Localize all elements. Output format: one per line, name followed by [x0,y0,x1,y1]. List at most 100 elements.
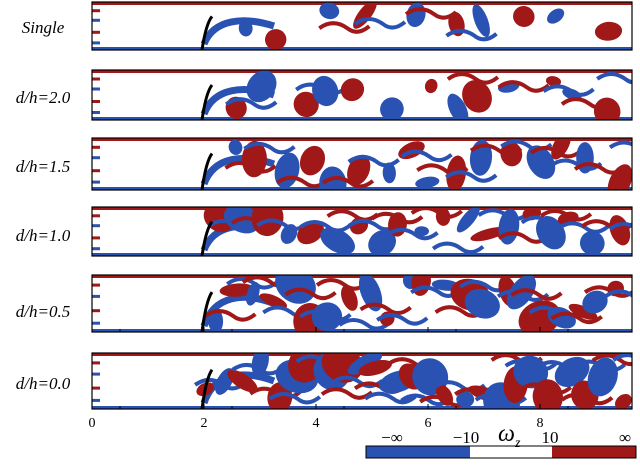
vortex-filament [510,288,563,301]
vortex-positive [347,154,371,186]
vortex-negative [246,282,260,306]
inlet-mark [92,372,100,376]
panel-field-d1 [92,207,632,256]
vortex-negative [382,162,396,184]
vortex-negative [547,8,565,24]
vortex-negative [312,75,339,107]
x-tick-8: 8 [536,416,544,431]
flat-plate [200,15,214,51]
colorbar-label-neg-inf: −∞ [381,428,403,447]
inlet-mark [92,87,100,91]
panel-border [91,137,633,191]
top-shear-layer [92,2,632,5]
vortex-filament [591,353,632,366]
vortex-negative [447,93,469,120]
vortex-positive [227,369,258,393]
colorbar-neutral-band [470,446,552,458]
flat-plate [200,220,214,257]
inlet-mark [92,386,100,390]
vortex-positive [267,382,293,409]
vortex-positive [219,283,255,297]
vortex-negative [464,288,500,319]
vortex-positive [593,97,621,120]
inlet-mark [92,156,100,160]
vortex-negative [311,302,343,332]
vortex-filament [446,72,500,85]
panel-field-d0 [92,353,632,409]
panel-border [91,1,633,51]
colorbar-symbol-subscript: z [514,435,521,451]
panel-label-single: Single [21,18,65,37]
inlet-mark [92,9,100,13]
bottom-shear-layer [92,117,632,120]
vortex-positive [568,303,598,320]
vortex-filament [400,149,453,163]
vortex-positive [424,78,438,94]
bottom-shear-layer [92,253,632,256]
panel-single [91,1,633,51]
inlet-mark [92,247,100,251]
inlet-mark [92,41,100,45]
vortex-filament [445,28,498,42]
panel-field-single [92,2,632,50]
inlet-mark [92,145,100,149]
vortex-positive [545,76,562,87]
flat-plate [200,84,214,121]
vortex-negative [415,176,440,189]
vortex-positive [251,207,284,237]
panel-label-d05: d/h=0.5 [15,302,71,321]
x-tick-0: 0 [88,416,96,431]
vortex-positive [299,145,326,176]
vortex-filament [225,97,278,110]
inlet-mark [92,361,100,365]
vortex-negative [358,275,383,312]
vortex-negative [579,231,605,256]
vortex-filament [376,313,429,326]
vortex-negative [319,166,347,190]
vortex-filament [608,222,632,231]
panel-border [91,206,633,257]
colorbar-border [365,445,637,459]
inlet-mark [92,309,100,313]
vortex-filament [284,287,337,301]
vortex-positive [607,164,632,190]
vortex-filament [268,391,322,405]
top-shear-layer [92,70,632,73]
vortex-negative [251,353,269,377]
panel-label-d0: d/h=0.0 [15,374,71,393]
vortex-negative [228,139,243,155]
panel-border [91,352,633,410]
colorbar-label-pos10: 10 [541,428,559,447]
inlet-mark [92,77,100,81]
vortex-filament [359,302,412,315]
vortex-filament [243,141,296,155]
vortex-negative [319,2,340,20]
top-shear-layer [92,138,632,141]
vortex-filament [604,289,632,298]
vortex-negative [587,357,618,397]
panel-field-d2 [92,70,632,120]
vortex-positive [462,80,492,113]
vortex-positive [259,293,288,309]
bottom-shear-layer [92,406,632,409]
inlet-mark [92,294,100,298]
vortex-positive [609,215,631,246]
colorbar-symbol-omega: ω [498,421,515,447]
inlet-mark [92,30,100,34]
inlet-mark [92,169,100,173]
x-tick-2: 2 [200,416,208,431]
vortex-filament [550,311,603,325]
vortex-positive [265,29,287,50]
vortex-filament [608,140,632,150]
colorbar-negative-band [366,446,470,458]
vortex-positive [340,78,365,102]
vortex-filament [364,391,417,405]
vortex-filament [596,71,632,85]
vortex-filament [386,227,439,241]
vortex-filament [338,318,391,331]
panel-border [91,69,633,121]
panel-border [91,274,633,333]
vortex-negative [526,145,556,179]
x-tick-4: 4 [312,416,320,431]
